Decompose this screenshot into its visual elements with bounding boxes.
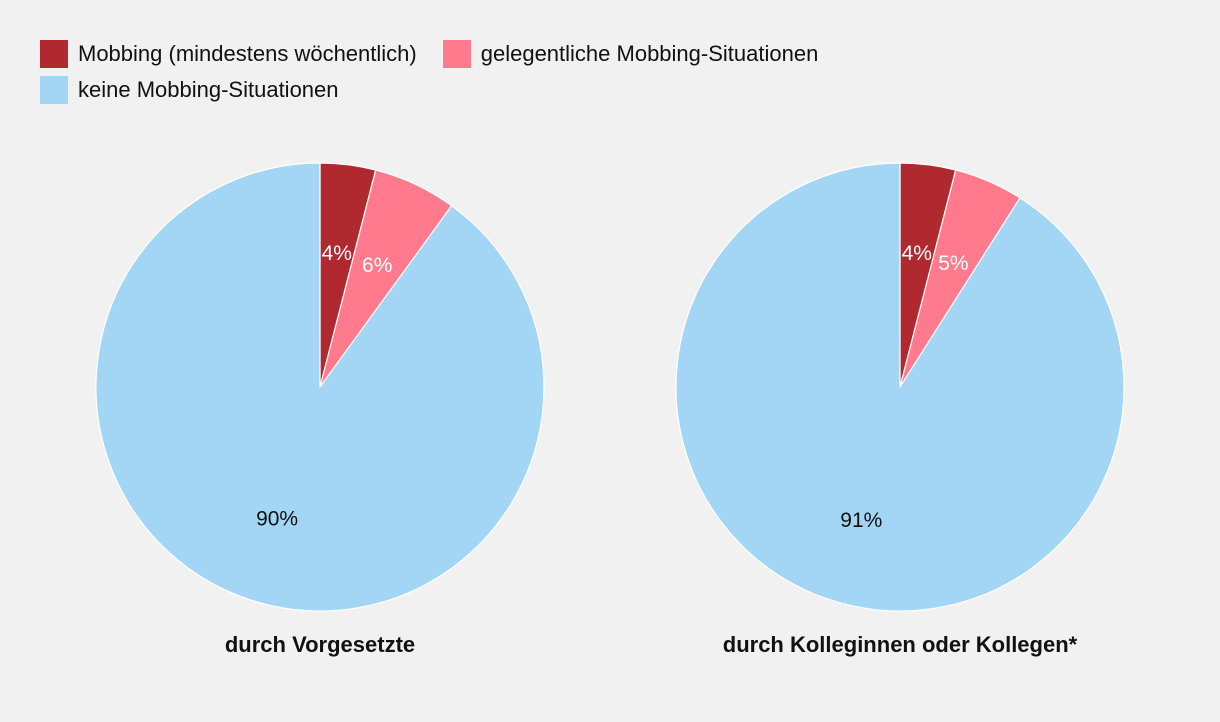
legend-swatch-occasional-mobbing <box>442 40 471 68</box>
pie-label-kollegen-weekly-mobbing: 4% <box>902 242 932 265</box>
pie-slice-vorgesetzte-no-mobbing <box>95 162 545 612</box>
pie-label-vorgesetzte-no-mobbing: 90% <box>256 508 298 531</box>
pie-title-kollegen: durch Kolleginnen oder Kollegen* <box>722 632 1078 657</box>
legend-row-1: Mobbing (mindestens wöchentlich) gelegen… <box>40 36 940 72</box>
legend-item-no-mobbing: keine Mobbing-Situationen <box>40 76 339 104</box>
pie-chart-vorgesetzte: 4% 6% 90% <box>95 162 545 612</box>
legend-label-no-mobbing: keine Mobbing-Situationen <box>78 77 339 102</box>
pie-label-kollegen-no-mobbing: 91% <box>840 509 882 532</box>
legend-swatch-no-mobbing <box>40 76 68 104</box>
pie-chart-kollegen: 4% 5% 91% <box>675 162 1125 612</box>
legend-row-2: keine Mobbing-Situationen <box>40 72 940 108</box>
legend-item-weekly-mobbing: Mobbing (mindestens wöchentlich) <box>40 40 417 68</box>
pie-label-vorgesetzte-weekly-mobbing: 4% <box>322 242 352 265</box>
pie-label-vorgesetzte-occasional-mobbing: 6% <box>362 254 392 277</box>
legend-label-weekly-mobbing: Mobbing (mindestens wöchentlich) <box>78 41 417 66</box>
legend-item-occasional-mobbing: gelegentliche Mobbing-Situationen <box>442 40 819 68</box>
pie-label-kollegen-occasional-mobbing: 5% <box>938 252 968 275</box>
pie-slice-kollegen-no-mobbing <box>675 162 1125 612</box>
pie-title-vorgesetzte: durch Vorgesetzte <box>224 632 416 657</box>
legend-swatch-weekly-mobbing <box>40 40 68 68</box>
legend-label-occasional-mobbing: gelegentliche Mobbing-Situationen <box>480 41 819 66</box>
chart-legend: Mobbing (mindestens wöchentlich) gelegen… <box>40 36 940 108</box>
